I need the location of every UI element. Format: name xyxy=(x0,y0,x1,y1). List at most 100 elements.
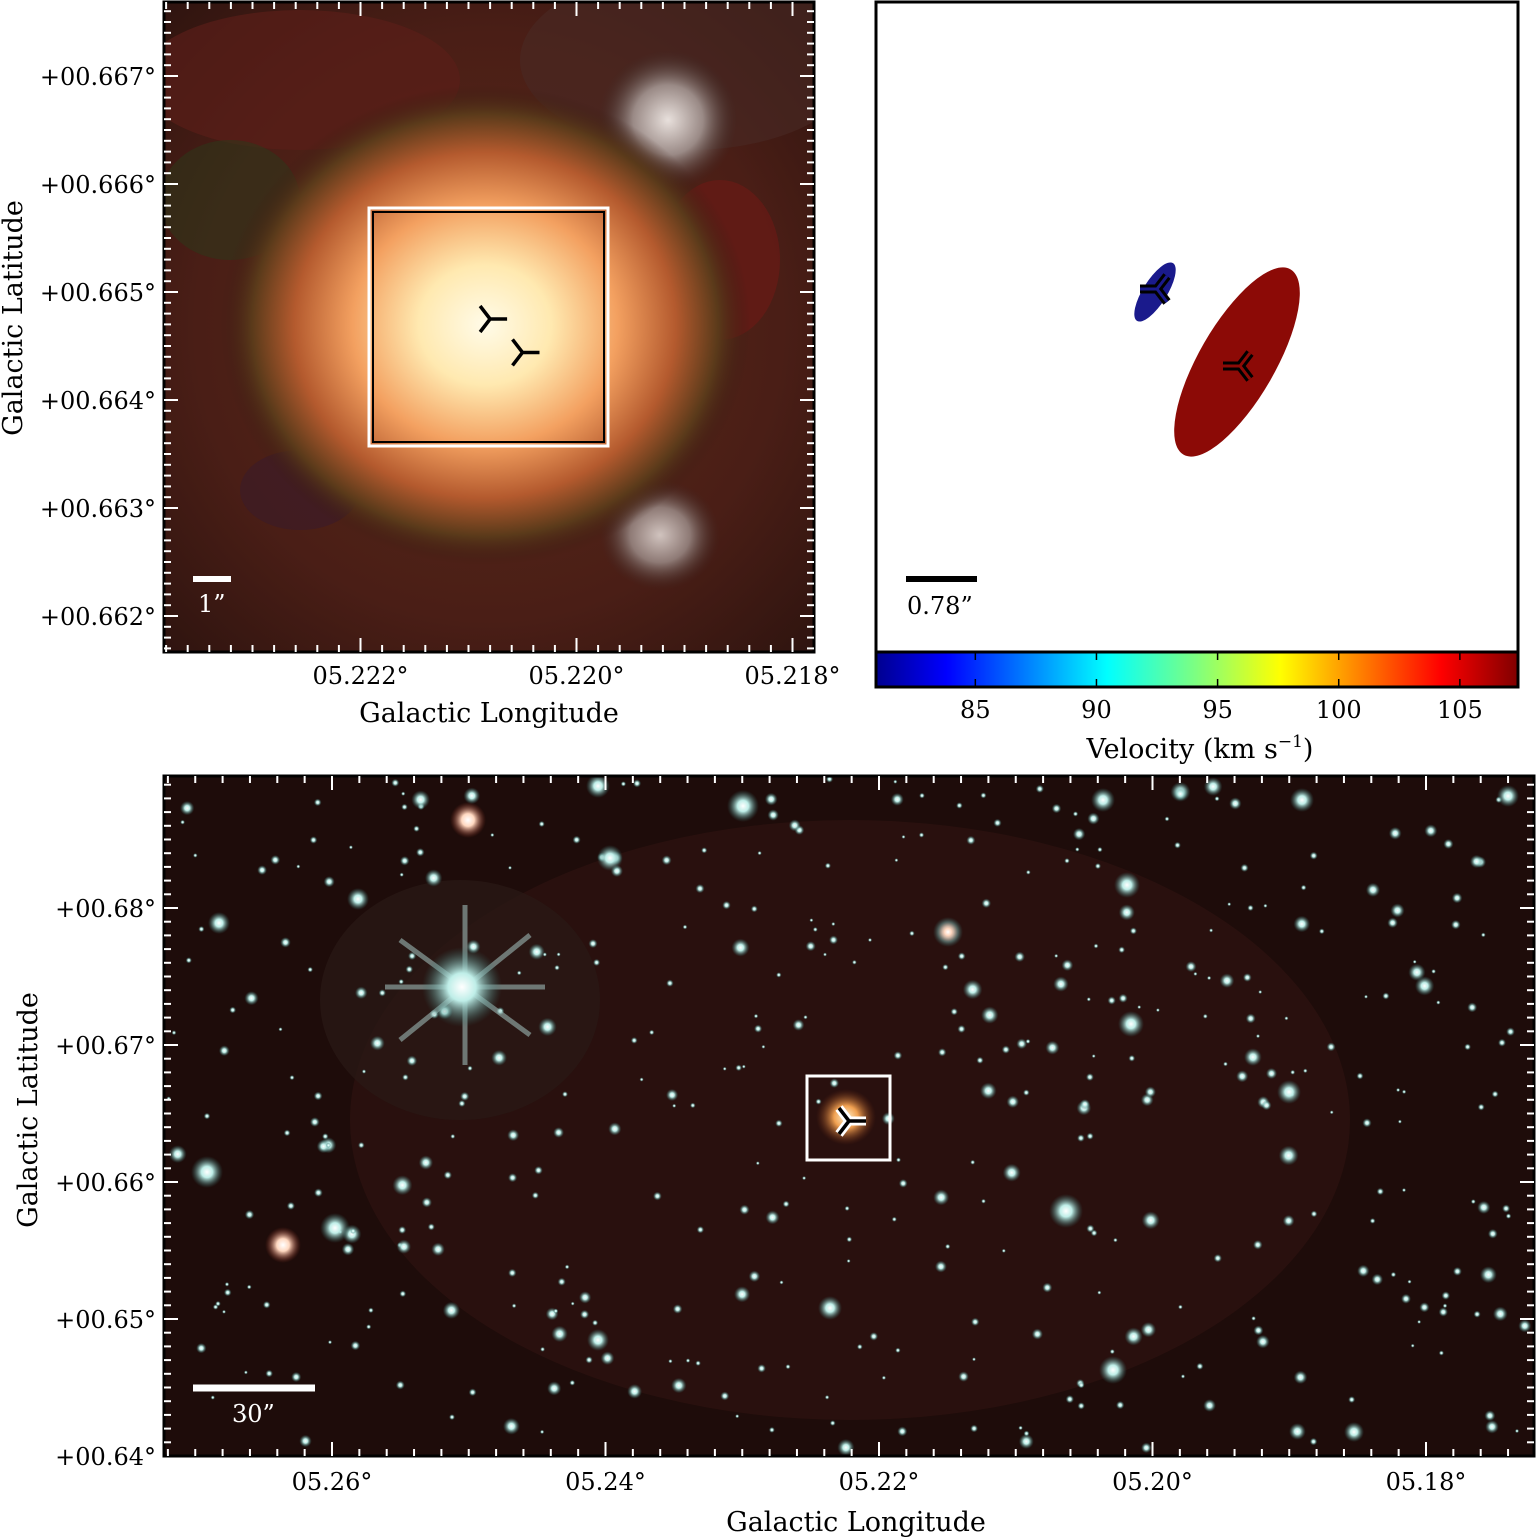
star xyxy=(942,964,949,971)
top-right-scale-label: 0.78” xyxy=(907,592,973,620)
star xyxy=(1236,1070,1249,1083)
star xyxy=(1079,1099,1091,1110)
star xyxy=(1278,1145,1299,1166)
star xyxy=(666,1088,679,1102)
star xyxy=(1309,1437,1318,1446)
star xyxy=(1128,1054,1136,1062)
star xyxy=(1284,1016,1289,1021)
star xyxy=(327,1340,333,1345)
star xyxy=(399,872,404,877)
star xyxy=(408,951,417,961)
star xyxy=(490,832,495,838)
colorbar-ticks: 85 90 95 100 105 xyxy=(960,652,1483,724)
star xyxy=(1229,797,1242,810)
x-tick-label: 05.22° xyxy=(839,1468,920,1496)
star xyxy=(1253,1240,1263,1250)
star xyxy=(1492,1306,1508,1322)
star xyxy=(957,1024,966,1034)
star xyxy=(516,970,522,976)
star xyxy=(1282,1214,1295,1227)
star xyxy=(980,1082,997,1100)
star xyxy=(1265,1067,1278,1080)
star xyxy=(1002,1163,1021,1182)
star xyxy=(588,939,598,949)
star xyxy=(418,1155,434,1170)
star xyxy=(1452,1266,1462,1276)
star xyxy=(180,819,186,825)
star xyxy=(761,1044,766,1049)
star xyxy=(608,1122,622,1136)
star xyxy=(280,937,291,948)
x-tick-label: 05.24° xyxy=(565,1468,646,1496)
star xyxy=(1196,1362,1204,1370)
star xyxy=(685,1358,691,1363)
star xyxy=(831,921,836,927)
star xyxy=(347,888,369,910)
star xyxy=(909,930,915,937)
star xyxy=(881,1375,887,1381)
star xyxy=(1396,1087,1401,1093)
star xyxy=(553,1127,564,1138)
star xyxy=(554,964,560,971)
star xyxy=(1365,882,1381,898)
star xyxy=(592,1319,599,1326)
star xyxy=(1086,1224,1095,1233)
star xyxy=(765,1210,780,1225)
star xyxy=(852,959,857,965)
star xyxy=(829,935,838,945)
star xyxy=(1023,1430,1030,1437)
star xyxy=(458,1099,466,1108)
star xyxy=(450,1133,456,1139)
star xyxy=(1518,1319,1532,1333)
star xyxy=(1442,1303,1448,1309)
star xyxy=(511,1303,517,1309)
star xyxy=(893,779,898,784)
star xyxy=(1093,943,1099,949)
star xyxy=(1498,1038,1506,1047)
star xyxy=(569,1379,576,1386)
star xyxy=(1485,1420,1499,1434)
star xyxy=(1018,1425,1023,1431)
star xyxy=(1290,788,1314,812)
top-left-ticks xyxy=(164,2,814,652)
star xyxy=(1203,1399,1216,1412)
star xyxy=(754,1024,763,1033)
star xyxy=(1364,994,1368,999)
star xyxy=(972,1357,976,1362)
star xyxy=(1401,1089,1407,1095)
star xyxy=(1219,973,1235,988)
star xyxy=(1164,816,1170,822)
star xyxy=(1289,1423,1306,1440)
star xyxy=(431,1242,445,1257)
star xyxy=(1178,1304,1183,1310)
star xyxy=(361,1069,367,1074)
star xyxy=(890,792,904,806)
star xyxy=(1480,932,1486,938)
star xyxy=(734,1286,751,1303)
star xyxy=(735,1414,740,1419)
star xyxy=(564,1264,570,1270)
star xyxy=(316,1139,331,1154)
star xyxy=(1357,1264,1370,1278)
star xyxy=(398,1226,407,1234)
star xyxy=(572,835,581,844)
source-b-marker xyxy=(511,338,540,367)
star xyxy=(1443,838,1454,850)
star xyxy=(368,1307,374,1314)
star xyxy=(291,1371,302,1383)
star xyxy=(1390,903,1405,918)
star xyxy=(450,802,486,838)
star xyxy=(244,1209,255,1220)
star xyxy=(1091,788,1115,812)
star xyxy=(1505,1213,1512,1219)
star xyxy=(837,1438,855,1456)
star xyxy=(950,1008,958,1016)
star xyxy=(307,966,314,973)
y-tick-label: +00.67° xyxy=(55,1032,156,1060)
star xyxy=(593,958,601,967)
star xyxy=(1097,1290,1102,1295)
star xyxy=(1086,1132,1094,1140)
star xyxy=(1035,784,1044,794)
star xyxy=(1245,1013,1256,1024)
star xyxy=(1417,1319,1422,1324)
